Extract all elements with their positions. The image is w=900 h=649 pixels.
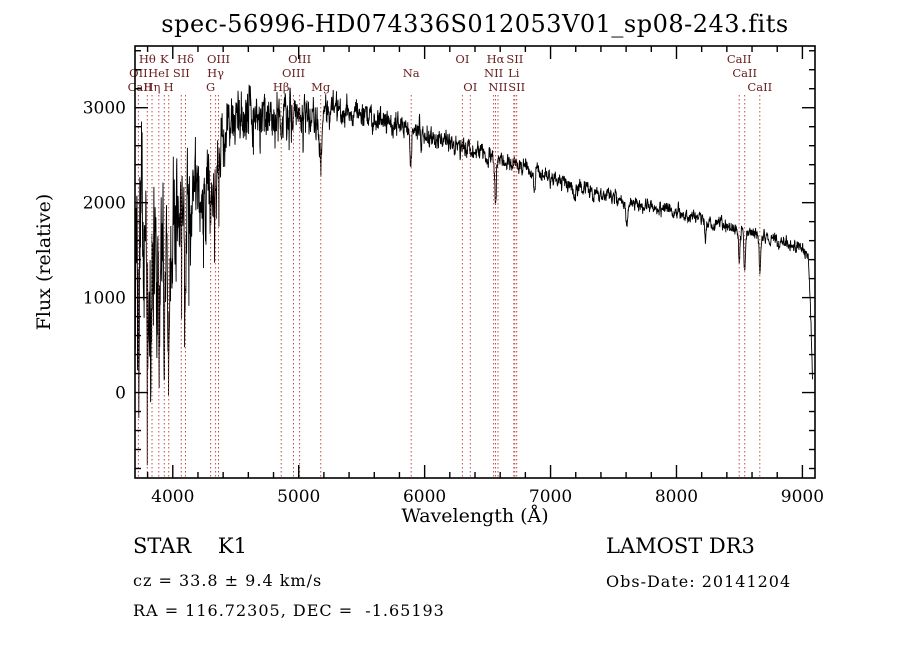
y-tick-label: 1000	[83, 289, 126, 309]
plot-title: spec-56996-HD074336S012053V01_sp08-243.f…	[161, 10, 789, 38]
survey-text: LAMOST DR3	[606, 534, 755, 558]
spectrum-trace	[135, 84, 813, 466]
x-tick-label: 4000	[151, 487, 194, 507]
spectral-line-label: K	[160, 52, 169, 66]
spectral-line-label: Hη	[144, 80, 161, 94]
spectral-line-label: Hδ	[177, 52, 194, 66]
y-tick-label: 0	[115, 384, 126, 404]
spectral-line-label: Hα	[487, 52, 505, 66]
spectral-line-label: Mg	[311, 80, 331, 94]
spectral-line-label: CaII	[128, 80, 153, 94]
spectral-line-label: Hγ	[207, 66, 224, 80]
y-axis-label: Flux (relative)	[33, 193, 55, 331]
spectral-line-label: Na	[403, 66, 420, 80]
ra-dec-text: RA = 116.72305, DEC = -1.65193	[133, 601, 445, 620]
spectral-line-label: Hβ	[273, 80, 290, 94]
spectral-line-label: OIII	[207, 52, 230, 66]
spectral-line-label: SII	[173, 66, 190, 80]
spectral-line-label: Hθ	[139, 52, 156, 66]
spectral-line-label: Li	[508, 66, 520, 80]
y-tick-label: 2000	[83, 194, 126, 214]
x-tick-label: 9000	[781, 487, 824, 507]
y-tick-label: 3000	[83, 99, 126, 119]
x-tick-label: 6000	[403, 487, 446, 507]
spectral-line-label: SII	[508, 80, 525, 94]
x-tick-label: 7000	[529, 487, 572, 507]
x-axis-label: Wavelength (Å)	[401, 505, 549, 527]
spectral-line-label: OII	[129, 66, 148, 80]
spectral-line-label: OI	[455, 52, 469, 66]
spectral-line-label: G	[206, 80, 215, 94]
spectral-line-label: CaII	[727, 52, 752, 66]
plot-frame	[134, 45, 816, 479]
spectral-line-label: SII	[506, 52, 523, 66]
cz-text: cz = 33.8 ± 9.4 km/s	[133, 571, 323, 590]
spectral-line-label: CaII	[732, 66, 757, 80]
spectral-line-label: HeI	[148, 66, 169, 80]
x-tick-label: 8000	[655, 487, 698, 507]
spectral-line-label: NII	[488, 80, 507, 94]
spectral-line-label: OIII	[282, 66, 305, 80]
x-tick-label: 5000	[277, 487, 320, 507]
spectral-line-label: H	[164, 80, 174, 94]
spectral-line-label: NII	[484, 66, 503, 80]
star-class-text: STAR K1	[133, 534, 247, 558]
spectral-line-label: CaII	[747, 80, 772, 94]
obs-date-text: Obs-Date: 20141204	[606, 572, 792, 591]
spectral-line-label: OIII	[288, 52, 311, 66]
spectral-line-label: OI	[463, 80, 477, 94]
